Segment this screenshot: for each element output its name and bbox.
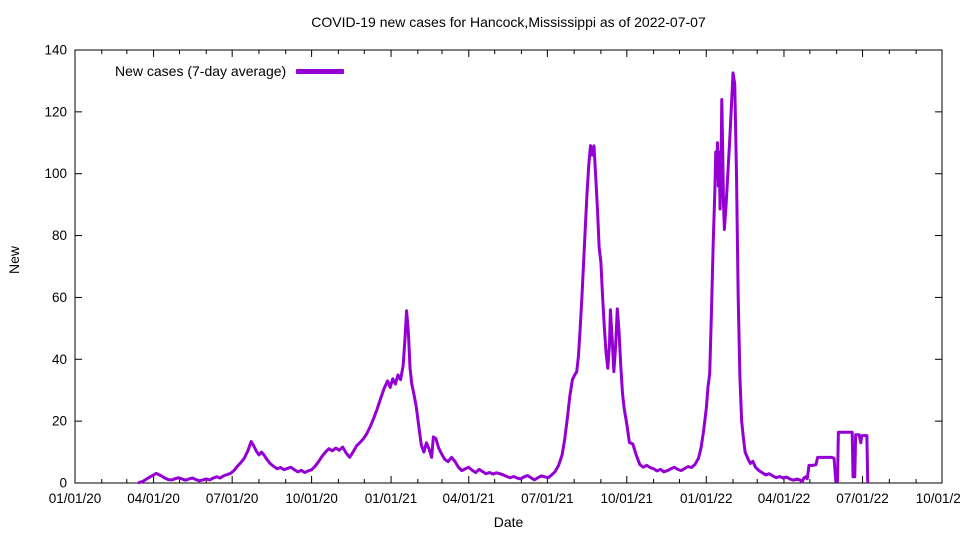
legend-line-sample [296, 68, 345, 74]
x-tick-label: 04/01/22 [758, 491, 811, 506]
x-tick-label: 10/01/21 [601, 491, 654, 506]
legend: New cases (7-day average) [115, 62, 345, 80]
x-tick-label: 04/01/20 [127, 491, 180, 506]
x-tick-label: 01/01/20 [49, 491, 102, 506]
x-tick-label: 01/01/21 [365, 491, 418, 506]
y-tick-label: 20 [52, 414, 67, 429]
plot-border [74, 49, 943, 484]
x-tick-label: 07/01/22 [836, 491, 889, 506]
x-tick-label: 10/01/20 [285, 491, 338, 506]
y-tick-label: 80 [52, 228, 67, 243]
x-tick-label: 07/01/20 [206, 491, 259, 506]
x-tick-label: 01/01/22 [680, 491, 733, 506]
legend-label: New cases (7-day average) [115, 63, 287, 79]
y-tick-label: 0 [59, 476, 67, 491]
x-axis-label: Date [493, 514, 524, 530]
y-tick-label: 140 [44, 43, 67, 58]
chart-title: COVID-19 new cases for Hancock,Mississip… [311, 14, 706, 30]
x-tick-label: 10/01/22 [916, 491, 960, 506]
y-tick-label: 40 [52, 352, 67, 367]
y-tick-label: 60 [52, 290, 67, 305]
x-tick-label: 07/01/21 [521, 491, 574, 506]
y-tick-label: 100 [44, 166, 67, 181]
series-line [137, 71, 870, 485]
x-tick-label: 04/01/21 [442, 491, 495, 506]
y-tick-label: 120 [44, 104, 67, 119]
